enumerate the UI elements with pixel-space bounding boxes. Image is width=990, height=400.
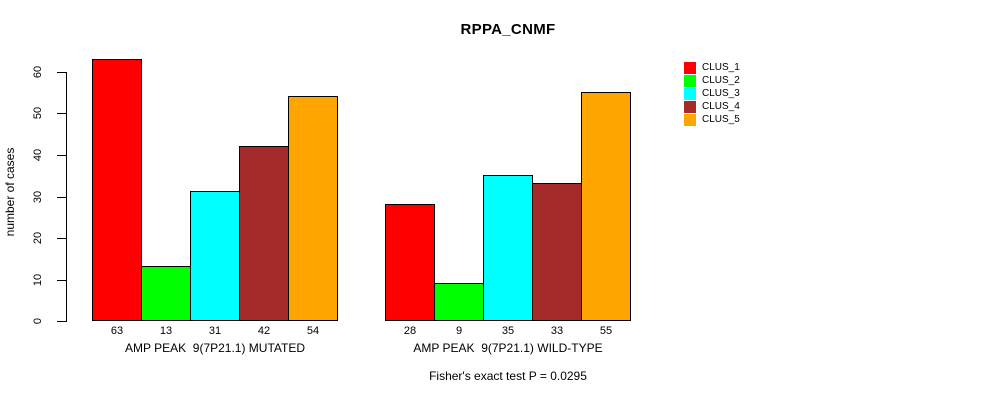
y-tick-label: 10 bbox=[32, 273, 44, 287]
legend-label: CLUS_5 bbox=[702, 114, 740, 125]
y-tick-label: 30 bbox=[32, 190, 44, 204]
bar bbox=[190, 191, 240, 321]
y-tick-label: 40 bbox=[32, 148, 44, 162]
bar bbox=[141, 266, 191, 321]
bar bbox=[434, 283, 484, 321]
legend: CLUS_1 CLUS_2 CLUS_3 CLUS_4 CLUS_5 bbox=[684, 61, 740, 126]
bar-value-label: 42 bbox=[257, 325, 271, 337]
y-tick-label: 60 bbox=[32, 65, 44, 79]
legend-label: CLUS_1 bbox=[702, 62, 740, 73]
y-axis-label: number of cases bbox=[3, 147, 17, 237]
bar bbox=[92, 59, 142, 321]
legend-label: CLUS_3 bbox=[702, 88, 740, 99]
bar-value-label: 54 bbox=[306, 325, 320, 337]
y-tick-label: 50 bbox=[32, 106, 44, 120]
bar bbox=[385, 204, 435, 321]
bar-value-label: 35 bbox=[501, 325, 515, 337]
legend-color-swatch bbox=[684, 113, 696, 126]
y-tick bbox=[57, 280, 67, 281]
legend-color-swatch bbox=[684, 100, 696, 113]
legend-color-swatch bbox=[684, 87, 696, 100]
legend-item: CLUS_5 bbox=[684, 113, 740, 126]
legend-color-swatch bbox=[684, 61, 696, 74]
bar bbox=[288, 96, 338, 321]
bar bbox=[239, 146, 289, 321]
bar bbox=[581, 92, 631, 321]
legend-color-swatch bbox=[684, 74, 696, 87]
legend-label: CLUS_4 bbox=[702, 101, 740, 112]
y-tick-label: 0 bbox=[32, 317, 44, 325]
category-label: AMP PEAK 9(7P21.1) MUTATED bbox=[124, 341, 306, 355]
bar bbox=[483, 175, 533, 321]
legend-label: CLUS_2 bbox=[702, 75, 740, 86]
bar-value-label: 63 bbox=[110, 325, 124, 337]
y-tick bbox=[57, 155, 67, 156]
bar-value-label: 31 bbox=[208, 325, 222, 337]
y-tick-label: 20 bbox=[32, 231, 44, 245]
bar-value-label: 9 bbox=[455, 325, 463, 337]
legend-item: CLUS_1 bbox=[684, 61, 740, 74]
bar bbox=[532, 183, 582, 321]
y-tick bbox=[57, 197, 67, 198]
bar-value-label: 13 bbox=[159, 325, 173, 337]
bar-value-label: 28 bbox=[403, 325, 417, 337]
y-tick bbox=[57, 72, 67, 73]
chart-title: RPPA_CNMF bbox=[460, 21, 556, 38]
legend-item: CLUS_2 bbox=[684, 74, 740, 87]
category-label: AMP PEAK 9(7P21.1) WILD-TYPE bbox=[413, 341, 603, 355]
bar-value-label: 33 bbox=[550, 325, 564, 337]
bar-value-label: 55 bbox=[599, 325, 613, 337]
y-tick bbox=[57, 113, 67, 114]
annotation-text: Fisher's exact test P = 0.0295 bbox=[429, 369, 587, 383]
legend-item: CLUS_4 bbox=[684, 100, 740, 113]
legend-item: CLUS_3 bbox=[684, 87, 740, 100]
y-tick bbox=[57, 321, 67, 322]
y-tick bbox=[57, 238, 67, 239]
